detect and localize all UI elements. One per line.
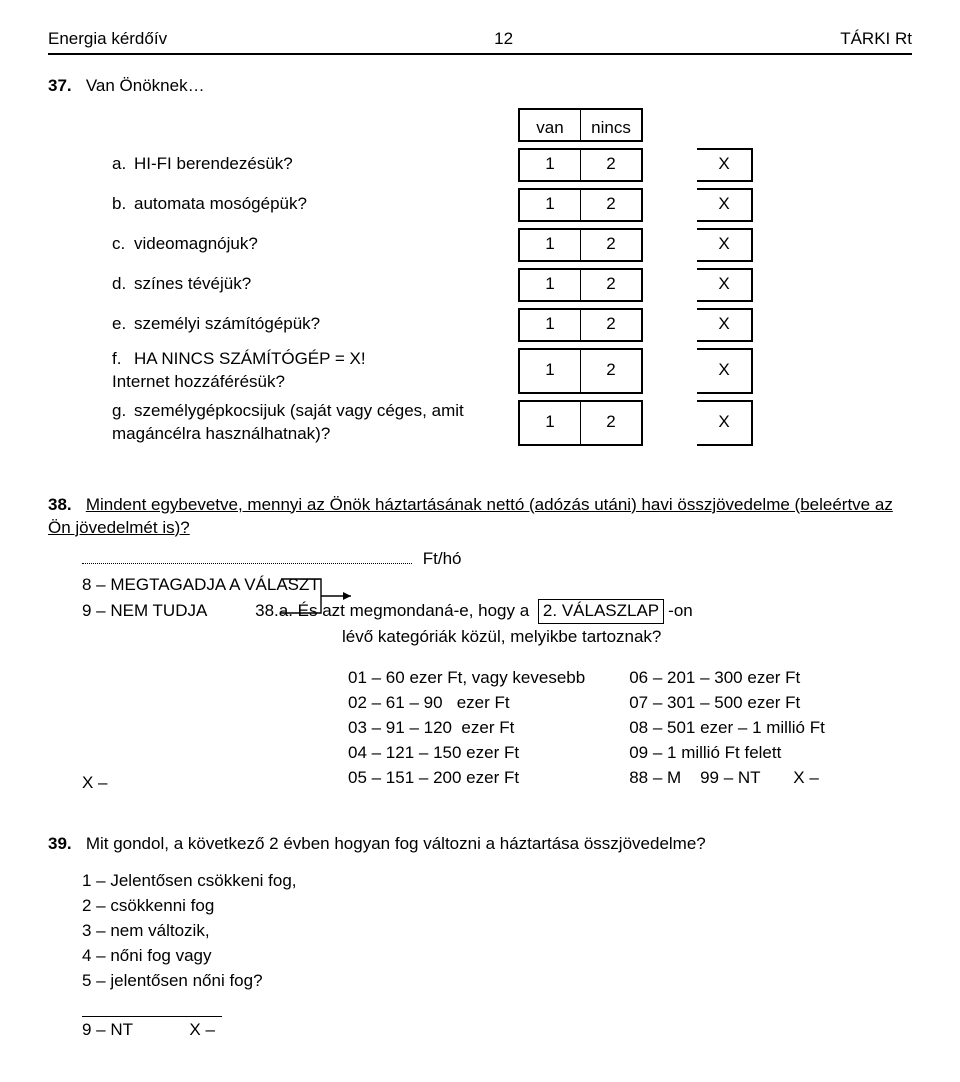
cell-van: 1 [518,188,580,222]
range-item: 05 – 151 – 200 ezer Ft [348,767,585,790]
cell-x: X [697,268,753,302]
cell-van: 1 [518,228,580,262]
q38-blank [82,563,412,564]
q38-unit: Ft/hó [423,549,462,568]
cell-nincs: 2 [580,308,643,342]
row-label: e.személyi számítógépük? [112,308,518,342]
answer-option: 4 – nőni fog vagy [82,945,912,968]
cell-van: 1 [518,348,580,394]
q37-table: van nincs a.HI-FI berendezésük?12Xb.auto… [112,108,753,446]
table-row: f.HA NINCS SZÁMÍTÓGÉP = X!Internet hozzá… [112,348,753,394]
table-row: c.videomagnójuk?12 X [112,228,753,262]
cell-x: X [697,228,753,262]
q39-number: 39. [48,834,72,853]
cell-van: 1 [518,400,580,446]
q38-text: Mindent egybevetve, mennyi az Önök házta… [48,495,893,537]
table-row: a.HI-FI berendezésük?12 X [112,148,753,182]
cell-nincs: 2 [580,228,643,262]
range-item: 88 – M 99 – NT X – [629,767,825,790]
cell-nincs: 2 [580,188,643,222]
q37-head-van: van [518,108,580,142]
table-row: d.színes tévéjük?12 X [112,268,753,302]
range-item: 03 – 91 – 120 ezer Ft [348,717,585,740]
cell-van: 1 [518,308,580,342]
q37: 37. Van Önöknek… van nincs a.HI-FI beren… [48,75,912,446]
q37-lead: Van Önöknek… [86,76,205,95]
q39: 39. Mit gondol, a következő 2 évben hogy… [48,833,912,1043]
table-row: e.személyi számítógépük?12 X [112,308,753,342]
range-item: 07 – 301 – 500 ezer Ft [629,692,825,715]
cell-x: X [697,348,753,394]
q38: 38. Mindent egybevetve, mennyi az Önök h… [48,494,912,795]
q39-footer: 9 – NT X – [82,1019,912,1042]
cell-x: X [697,400,753,446]
q38-arrow-line2: lévő kategóriák közül, melyikbe tartozna… [342,626,912,649]
row-label: a.HI-FI berendezésük? [112,148,518,182]
range-item: 01 – 60 ezer Ft, vagy kevesebb [348,667,585,690]
cell-nincs: 2 [580,400,643,446]
range-item: 08 – 501 ezer – 1 millió Ft [629,717,825,740]
answer-option: 5 – jelentősen nőni fog? [82,970,912,993]
cell-x: X [697,148,753,182]
header-center: 12 [494,28,513,51]
q38-number: 38. [48,495,72,514]
q39-text: Mit gondol, a következő 2 évben hogyan f… [86,834,706,853]
answer-option: 2 – csökkenni fog [82,895,912,918]
row-label: b.automata mosógépük? [112,188,518,222]
header-left: Energia kérdőív [48,28,167,51]
row-label: c.videomagnójuk? [112,228,518,262]
q39-underline [82,1016,222,1017]
range-item: 06 – 201 – 300 ezer Ft [629,667,825,690]
answer-option: 3 – nem változik, [82,920,912,943]
answer-option: 1 – Jelentősen csökkeni fog, [82,870,912,893]
cell-van: 1 [518,268,580,302]
cell-nincs: 2 [580,268,643,302]
range-item: 09 – 1 millió Ft felett [629,742,825,765]
table-row: g.személygépkocsijuk (saját vagy céges, … [112,400,753,446]
row-label: f.HA NINCS SZÁMÍTÓGÉP = X!Internet hozzá… [112,348,518,394]
range-item: 02 – 61 – 90 ezer Ft [348,692,585,715]
cell-x: X [697,188,753,222]
q38-arrow-tail: -on [668,601,693,620]
q37-head-nincs: nincs [580,108,643,142]
cell-x: X [697,308,753,342]
page-header: Energia kérdőív 12 TÁRKI Rt [48,28,912,55]
header-right: TÁRKI Rt [840,28,912,51]
cell-nincs: 2 [580,348,643,394]
row-label: d.színes tévéjük? [112,268,518,302]
cell-van: 1 [518,148,580,182]
q38-card: 2. VÁLASZLAP [538,599,664,624]
row-label: g.személygépkocsijuk (saját vagy céges, … [112,400,518,446]
table-row: b.automata mosógépük?12 X [112,188,753,222]
cell-nincs: 2 [580,148,643,182]
range-item: 04 – 121 – 150 ezer Ft [348,742,585,765]
q37-number: 37. [48,76,72,95]
